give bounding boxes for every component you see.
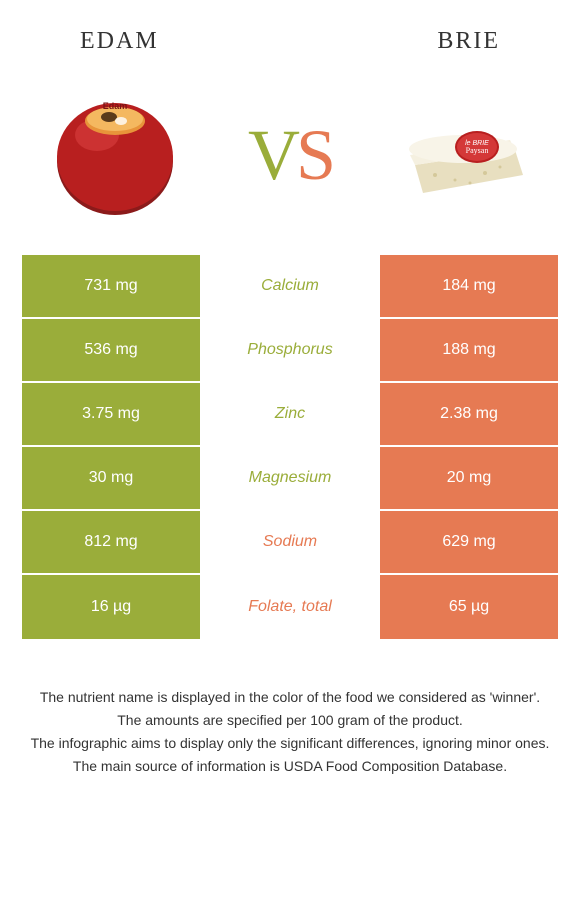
footnote-line: The infographic aims to display only the… bbox=[20, 733, 560, 754]
nutrient-name: Calcium bbox=[200, 255, 380, 319]
vs-s: S bbox=[296, 115, 332, 195]
footnotes: The nutrient name is displayed in the co… bbox=[0, 639, 580, 777]
nutrient-name: Folate, total bbox=[200, 575, 380, 639]
vs-v: V bbox=[248, 115, 296, 195]
right-food-title: BRIE bbox=[437, 28, 500, 55]
left-value: 731 mg bbox=[22, 255, 200, 319]
footnote-line: The main source of information is USDA F… bbox=[20, 756, 560, 777]
nutrient-name: Phosphorus bbox=[200, 319, 380, 383]
right-value: 629 mg bbox=[380, 511, 558, 575]
nutrient-name: Magnesium bbox=[200, 447, 380, 511]
table-row: 536 mgPhosphorus188 mg bbox=[22, 319, 558, 383]
header: EDAM BRIE bbox=[0, 0, 580, 65]
left-value: 30 mg bbox=[22, 447, 200, 511]
images-row: Edam VS le BRIE Paysan bbox=[0, 65, 580, 255]
edam-image: Edam bbox=[45, 85, 185, 225]
brie-image: le BRIE Paysan bbox=[395, 85, 535, 225]
left-value: 16 µg bbox=[22, 575, 200, 639]
left-value: 3.75 mg bbox=[22, 383, 200, 447]
right-value: 184 mg bbox=[380, 255, 558, 319]
left-value: 812 mg bbox=[22, 511, 200, 575]
svg-text:Paysan: Paysan bbox=[466, 146, 489, 155]
svg-text:Edam: Edam bbox=[103, 101, 128, 111]
nutrient-table: 731 mgCalcium184 mg536 mgPhosphorus188 m… bbox=[22, 255, 558, 639]
table-row: 812 mgSodium629 mg bbox=[22, 511, 558, 575]
nutrient-name: Sodium bbox=[200, 511, 380, 575]
table-row: 731 mgCalcium184 mg bbox=[22, 255, 558, 319]
vs-label: VS bbox=[248, 119, 332, 191]
right-value: 65 µg bbox=[380, 575, 558, 639]
table-row: 16 µgFolate, total65 µg bbox=[22, 575, 558, 639]
right-value: 2.38 mg bbox=[380, 383, 558, 447]
footnote-line: The nutrient name is displayed in the co… bbox=[20, 687, 560, 708]
footnote-line: The amounts are specified per 100 gram o… bbox=[20, 710, 560, 731]
left-value: 536 mg bbox=[22, 319, 200, 383]
right-value: 188 mg bbox=[380, 319, 558, 383]
table-row: 30 mgMagnesium20 mg bbox=[22, 447, 558, 511]
nutrient-name: Zinc bbox=[200, 383, 380, 447]
left-food-title: EDAM bbox=[80, 28, 159, 55]
table-row: 3.75 mgZinc2.38 mg bbox=[22, 383, 558, 447]
right-value: 20 mg bbox=[380, 447, 558, 511]
